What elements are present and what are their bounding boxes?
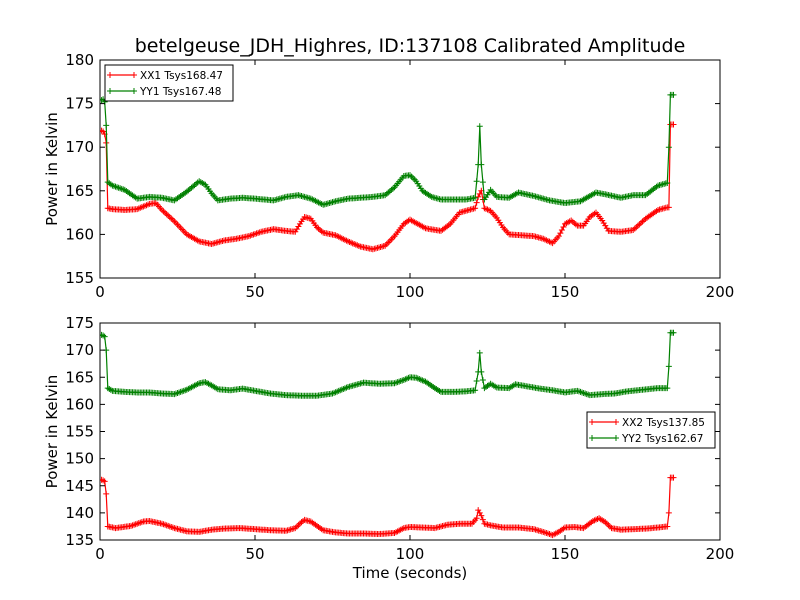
bottom-data-point-yy2 xyxy=(664,385,671,392)
bottom-data-point-xx2 xyxy=(664,523,671,530)
top-data-point-xx1 xyxy=(560,223,567,230)
bottom-y-axis-label: Power in Kelvin xyxy=(43,375,61,489)
top-y-tick-label: 165 xyxy=(65,182,94,200)
x-axis-label: Time (seconds) xyxy=(352,564,468,582)
bottom-x-tick-label: 0 xyxy=(95,545,105,563)
top-data-point-xx1 xyxy=(670,121,677,128)
bottom-legend-label-yy2: YY2 Tsys162.67 xyxy=(621,433,703,445)
top-x-tick-label: 150 xyxy=(551,283,580,301)
top-legend-marker-yy1 xyxy=(131,88,137,94)
top-data-point-xx1 xyxy=(555,233,562,240)
top-x-tick-label: 50 xyxy=(245,283,264,301)
bottom-x-tick-label: 50 xyxy=(245,545,264,563)
top-x-tick-label: 0 xyxy=(95,283,105,301)
top-y-tick-label: 180 xyxy=(65,51,94,69)
top-y-tick-label: 170 xyxy=(65,138,94,156)
top-data-point-yy1 xyxy=(103,122,110,129)
top-data-point-xx1 xyxy=(557,230,564,237)
bottom-data-point-yy2 xyxy=(478,368,485,375)
top-y-tick-label: 175 xyxy=(65,95,94,113)
bottom-x-tick-label: 200 xyxy=(706,545,735,563)
bottom-data-point-yy2 xyxy=(473,378,480,385)
top-legend-entry-yy1: YY1 Tsys167.48 xyxy=(107,86,221,98)
top-data-point-xx1 xyxy=(558,227,565,234)
top-legend-box xyxy=(104,64,234,102)
top-data-point-xx1 xyxy=(665,204,672,211)
bottom-series-markers-xx2 xyxy=(100,474,677,539)
bottom-data-point-xx2 xyxy=(670,474,677,481)
bottom-data-point-yy2 xyxy=(476,349,483,356)
bottom-legend-marker-yy2 xyxy=(589,435,595,441)
top-data-point-xx1 xyxy=(475,193,482,200)
top-legend-label-xx1: XX1 Tsys168.47 xyxy=(140,70,223,82)
bottom-legend-box xyxy=(586,411,716,449)
top-data-point-yy1 xyxy=(476,123,483,130)
top-legend-label-yy1: YY1 Tsys167.48 xyxy=(139,86,221,98)
top-y-axis-label: Power in Kelvin xyxy=(43,112,61,226)
top-data-point-yy1 xyxy=(670,91,677,98)
bottom-series-markers-yy2 xyxy=(100,329,677,399)
bottom-y-tick-label: 175 xyxy=(65,314,94,332)
bottom-data-point-xx2 xyxy=(665,509,672,516)
top-subplot: 0 50 100 150 200 155 160 165 170 175 180 Power in … xyxy=(43,51,734,301)
top-data-point-yy1 xyxy=(665,144,672,151)
bottom-legend-marker-xx2 xyxy=(613,419,619,425)
bottom-x-tick-label: 100 xyxy=(396,545,425,563)
bottom-series-group xyxy=(100,329,677,539)
bottom-data-point-xx2 xyxy=(473,515,480,522)
bottom-y-tick-label: 165 xyxy=(65,368,94,386)
bottom-data-point-yy2 xyxy=(670,329,677,336)
bottom-y-tick-label: 170 xyxy=(65,341,94,359)
bottom-y-tick-label: 135 xyxy=(65,531,94,549)
top-data-point-xx1 xyxy=(472,205,479,212)
top-data-point-yy1 xyxy=(664,179,671,186)
top-legend-marker-yy1 xyxy=(107,88,113,94)
bottom-legend-entry-yy2: YY2 Tsys162.67 xyxy=(589,433,703,445)
bottom-data-point-yy2 xyxy=(472,387,479,394)
bottom-data-point-xx2 xyxy=(103,490,110,497)
top-legend: XX1 Tsys168.47 YY1 Tsys167.48 xyxy=(104,64,234,102)
top-y-tick-label: 155 xyxy=(65,269,94,287)
bottom-y-tick-label: 150 xyxy=(65,450,94,468)
top-series-markers-yy1 xyxy=(100,91,677,208)
bottom-data-point-yy2 xyxy=(665,363,672,370)
bottom-legend-marker-xx2 xyxy=(589,419,595,425)
bottom-axis-ticks: 0 50 100 150 200 135 140 145 150 155 160 165 170 175 xyxy=(65,314,734,563)
figure-title: betelgeuse_JDH_Highres, ID:137108 Calibr… xyxy=(135,35,686,57)
top-series-markers-xx1 xyxy=(100,121,677,253)
top-axis-ticks: 0 50 100 150 200 155 160 165 170 175 180 xyxy=(65,51,734,301)
bottom-data-point-xx2 xyxy=(478,512,485,519)
bottom-data-point-xx2 xyxy=(479,516,486,523)
top-legend-marker-xx1 xyxy=(131,72,137,78)
top-data-point-yy1 xyxy=(472,194,479,201)
top-data-point-xx1 xyxy=(473,199,480,206)
top-x-tick-label: 100 xyxy=(396,283,425,301)
bottom-legend-marker-yy2 xyxy=(613,435,619,441)
top-data-point-yy1 xyxy=(478,161,485,168)
bottom-y-tick-label: 145 xyxy=(65,477,94,495)
bottom-data-point-yy2 xyxy=(479,376,486,383)
top-legend-marker-xx1 xyxy=(107,72,113,78)
bottom-data-point-xx2 xyxy=(101,478,108,485)
top-data-point-yy1 xyxy=(479,179,486,186)
bottom-legend-entry-xx2: XX2 Tsys137.85 xyxy=(589,417,705,429)
top-data-point-yy1 xyxy=(473,178,480,185)
bottom-x-tick-label: 150 xyxy=(551,545,580,563)
top-data-point-xx1 xyxy=(476,190,483,197)
top-legend-entry-xx1: XX1 Tsys168.47 xyxy=(107,70,223,82)
bottom-legend-label-xx2: XX2 Tsys137.85 xyxy=(622,417,705,429)
top-x-tick-label: 200 xyxy=(706,283,735,301)
bottom-data-point-yy2 xyxy=(101,333,108,340)
top-series-group xyxy=(100,91,677,253)
bottom-subplot: 0 50 100 150 200135140145150155160165170175 … xyxy=(43,314,734,563)
bottom-y-tick-label: 160 xyxy=(65,395,94,413)
top-y-tick-label: 160 xyxy=(65,225,94,243)
bottom-legend: XX2 Tsys137.85 YY2 Tsys162.67 xyxy=(586,411,716,449)
bottom-y-tick-label: 140 xyxy=(65,504,94,522)
bottom-y-tick-label: 155 xyxy=(65,423,94,441)
